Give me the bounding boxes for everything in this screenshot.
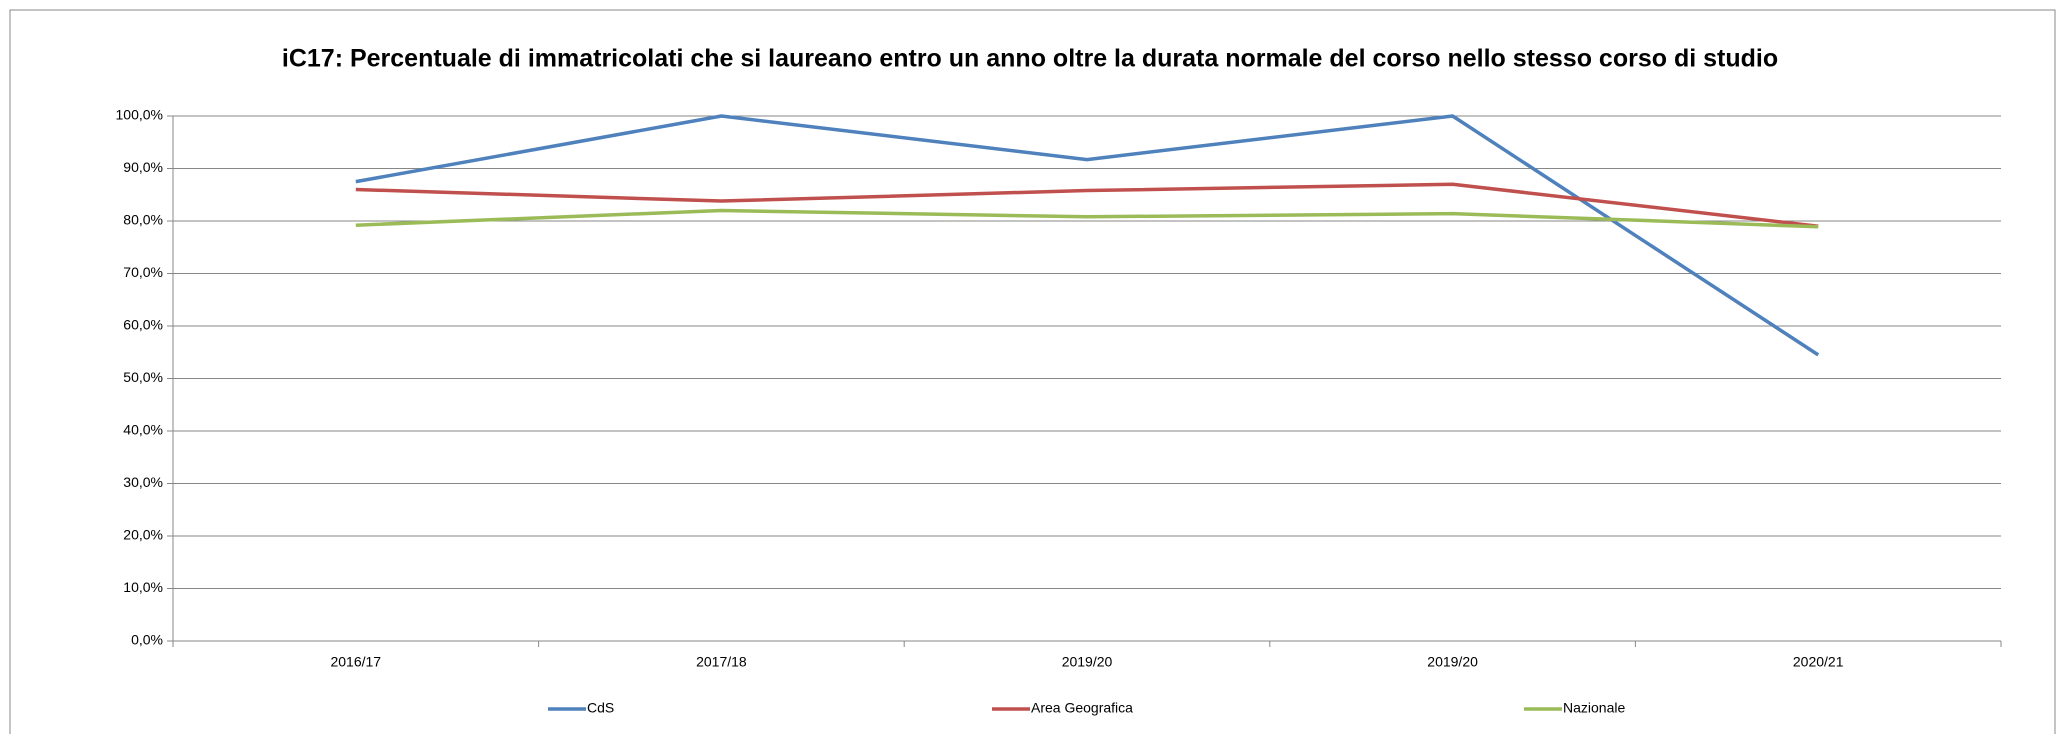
chart-frame <box>9 9 2056 734</box>
y-tick-label: 0,0% <box>131 632 163 648</box>
y-tick-label: 50,0% <box>123 369 163 385</box>
legend-label: Area Geografica <box>1031 700 1133 716</box>
series-line <box>355 208 1819 229</box>
chart-title: iC17: Percentuale di immatricolati che s… <box>282 45 1778 73</box>
y-tick-label: 40,0% <box>123 422 163 438</box>
x-tick-label: 2016/17 <box>330 654 381 670</box>
y-tick-label: 90,0% <box>123 159 163 175</box>
y-tick-label: 70,0% <box>123 264 163 280</box>
y-tick-label: 10,0% <box>123 579 163 595</box>
series-line <box>355 114 1820 357</box>
y-tick-label: 30,0% <box>123 474 163 490</box>
x-tick-label: 2019/20 <box>1062 654 1113 670</box>
y-tick-label: 20,0% <box>123 527 163 543</box>
legend-label: CdS <box>587 700 614 716</box>
series-line <box>355 182 1819 228</box>
legend-label: Nazionale <box>1563 700 1625 716</box>
x-tick-label: 2017/18 <box>696 654 747 670</box>
y-tick-label: 80,0% <box>123 212 163 228</box>
x-tick-label: 2019/20 <box>1427 654 1478 670</box>
y-tick-label: 60,0% <box>123 317 163 333</box>
y-tick-label: 100,0% <box>116 107 163 123</box>
x-tick-label: 2020/21 <box>1793 654 1844 670</box>
